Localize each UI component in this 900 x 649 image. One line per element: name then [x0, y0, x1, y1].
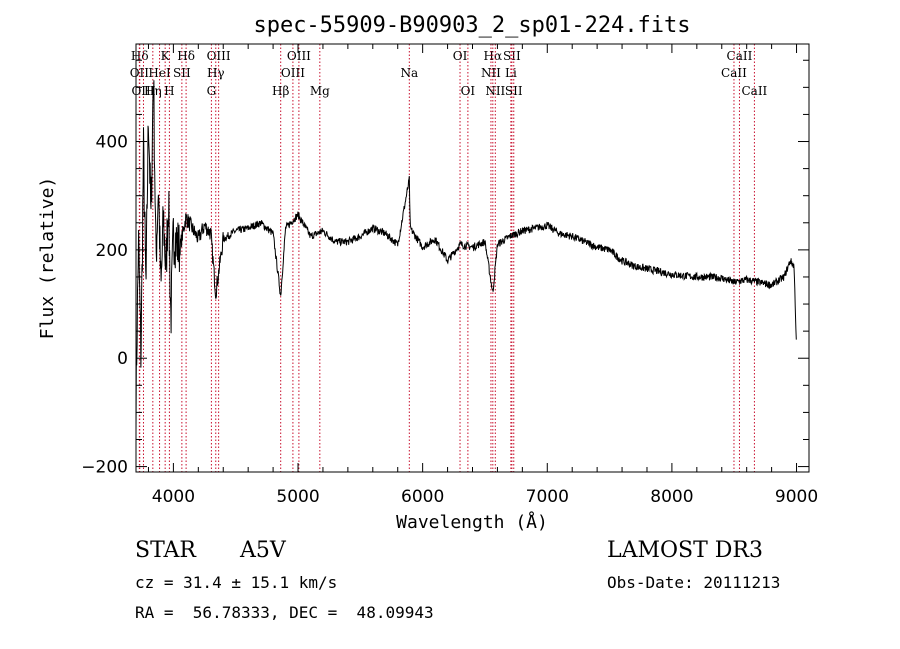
line-label-23: Li	[505, 66, 517, 80]
line-label-6: H	[164, 84, 174, 98]
line-label-26: CaII	[721, 66, 747, 80]
chart-title: spec-55909-B90903_2_sp01-224.fits	[253, 13, 690, 38]
survey-name: LAMOST DR3	[607, 538, 763, 563]
coordinates-readout: RA = 56.78333, DEC = 48.09943	[135, 603, 434, 622]
line-label-4: HeI	[148, 66, 171, 80]
line-label-5: K	[161, 49, 171, 63]
x-tick-label-5: 9000	[775, 487, 818, 507]
line-label-22: SII	[503, 49, 521, 63]
y-tick-label-0: −200	[81, 458, 128, 478]
spectral-class: STAR	[135, 538, 196, 563]
y-tick-label-2: 200	[96, 241, 128, 261]
line-label-18: OI	[461, 84, 476, 98]
line-label-10: Hγ	[207, 66, 225, 80]
line-label-13: OIII	[281, 66, 305, 80]
line-label-7: SII	[173, 66, 191, 80]
line-label-11: G	[207, 84, 217, 98]
series-flux	[135, 80, 797, 432]
x-tick-label-0: 4000	[152, 487, 195, 507]
plot-frame	[135, 43, 810, 473]
observation-date: Obs-Date: 20111213	[607, 573, 781, 592]
line-label-17: OI	[453, 49, 468, 63]
line-label-12: Hβ	[272, 84, 289, 98]
line-label-16: Na	[400, 66, 418, 80]
x-tick-label-2: 6000	[401, 487, 444, 507]
line-label-14: OIII	[287, 49, 311, 63]
series-layer	[135, 80, 797, 432]
spectral-subclass: A5V	[240, 538, 286, 563]
line-label-1: OII	[130, 66, 150, 80]
line-label-25: CaII	[727, 49, 753, 63]
x-tick-label-4: 8000	[650, 487, 693, 507]
line-label-27: CaII	[741, 84, 767, 98]
y-tick-label-3: 400	[96, 133, 128, 153]
y-axis-label: Flux (relative)	[37, 177, 58, 340]
x-tick-label-1: 5000	[276, 487, 319, 507]
x-axis-label: Wavelength (Å)	[396, 511, 548, 533]
line-label-20: NII	[481, 66, 501, 80]
line-label-15: Mg	[310, 84, 330, 98]
line-label-8: Hδ	[177, 49, 195, 63]
line-label-19: Hα	[484, 49, 503, 63]
line-label-24: SII	[505, 84, 523, 98]
line-label-21: NII	[485, 84, 505, 98]
line-label-9: OIII	[207, 49, 231, 63]
axis-ticks: 4000 5000 6000 7000 8000 9000 −200 0 200 400	[81, 44, 818, 507]
y-tick-label-1: 0	[117, 349, 128, 369]
x-tick-label-3: 7000	[526, 487, 569, 507]
redshift-readout: cz = 31.4 ± 15.1 km/s	[135, 573, 338, 592]
